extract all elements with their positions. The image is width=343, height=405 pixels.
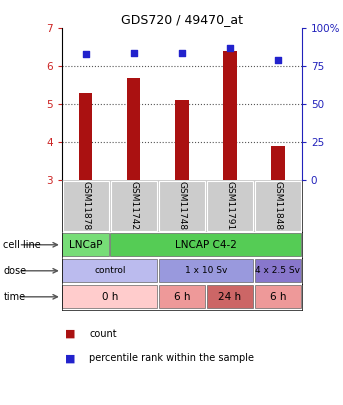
Point [227, 45, 233, 51]
Text: 4 x 2.5 Sv: 4 x 2.5 Sv [255, 266, 300, 275]
Text: GSM11742: GSM11742 [129, 181, 138, 230]
Bar [79, 93, 93, 180]
Bar [158, 259, 253, 282]
Bar [255, 286, 301, 308]
Bar [207, 181, 253, 231]
Text: percentile rank within the sample: percentile rank within the sample [89, 354, 254, 363]
Bar [63, 181, 109, 231]
Text: LNCaP: LNCaP [69, 240, 103, 250]
Bar [223, 51, 237, 180]
Text: 24 h: 24 h [218, 292, 241, 302]
Text: 6 h: 6 h [174, 292, 190, 302]
Text: dose: dose [3, 266, 26, 276]
Bar [255, 181, 301, 231]
Text: 6 h: 6 h [270, 292, 286, 302]
Text: cell line: cell line [3, 240, 41, 250]
Point [179, 49, 185, 56]
Text: ■: ■ [65, 354, 76, 363]
Text: ■: ■ [65, 329, 76, 339]
Bar [127, 77, 141, 180]
Point [131, 49, 137, 56]
Text: count: count [89, 329, 117, 339]
Bar [175, 100, 189, 180]
Text: control: control [94, 266, 126, 275]
Bar [158, 286, 205, 308]
Text: GSM11878: GSM11878 [81, 181, 90, 230]
Bar [271, 146, 285, 180]
Text: LNCAP C4-2: LNCAP C4-2 [175, 240, 237, 250]
Bar [255, 259, 301, 282]
Text: GSM11791: GSM11791 [225, 181, 234, 230]
Title: GDS720 / 49470_at: GDS720 / 49470_at [121, 13, 243, 26]
Bar [110, 233, 301, 256]
Text: 0 h: 0 h [102, 292, 118, 302]
Point [275, 57, 281, 63]
Bar [111, 181, 157, 231]
Bar [206, 286, 253, 308]
Text: time: time [3, 292, 26, 302]
Text: GSM11848: GSM11848 [273, 181, 282, 230]
Point [83, 51, 88, 58]
Text: GSM11748: GSM11748 [177, 181, 186, 230]
Bar [159, 181, 205, 231]
Bar [62, 259, 157, 282]
Bar [62, 286, 157, 308]
Bar [62, 233, 109, 256]
Text: 1 x 10 Sv: 1 x 10 Sv [185, 266, 227, 275]
